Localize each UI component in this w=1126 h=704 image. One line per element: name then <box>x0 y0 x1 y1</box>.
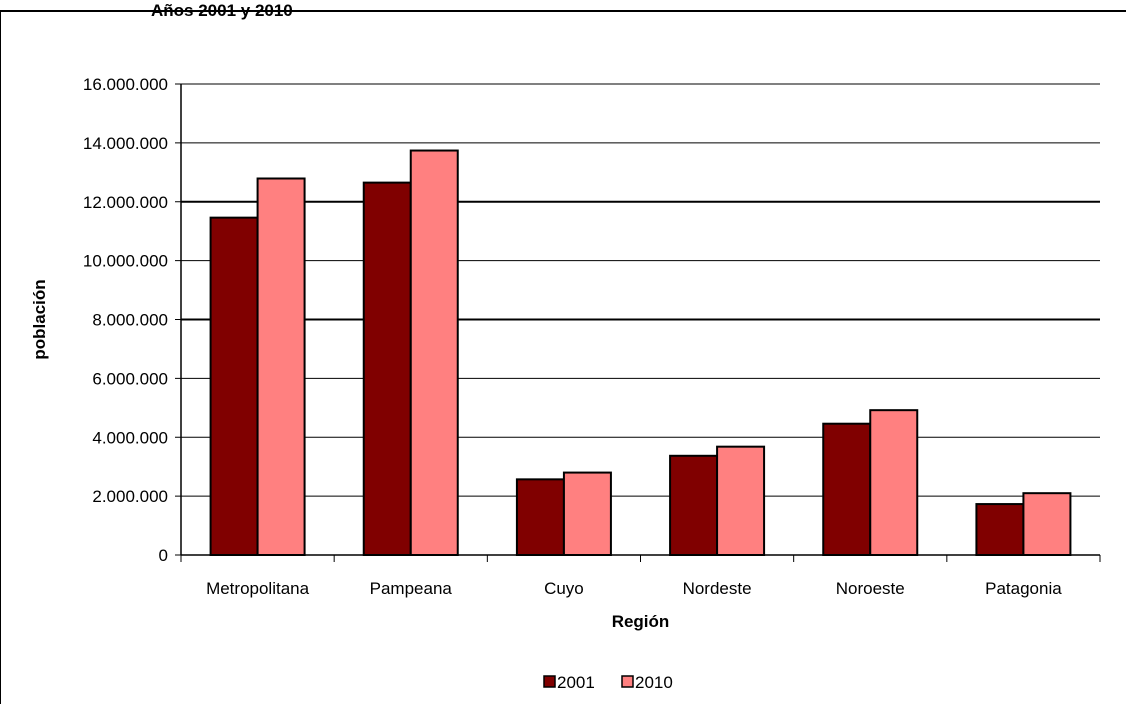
legend-swatch-2010 <box>621 675 634 688</box>
y-axis-title: población <box>30 279 49 359</box>
x-category-label: Metropolitana <box>206 579 310 598</box>
legend-label-2010: 2010 <box>635 673 673 692</box>
y-tick-label: 14.000.000 <box>83 134 168 153</box>
y-tick-label: 6.000.000 <box>92 369 168 388</box>
axes <box>180 84 1100 556</box>
x-category-label: Pampeana <box>370 579 453 598</box>
bar-2001-patagonia <box>975 503 1025 556</box>
bar-2001-noroeste <box>822 422 872 556</box>
bar-2010-cuyo <box>562 471 612 557</box>
bars <box>209 149 1072 557</box>
y-tick-label: 12.000.000 <box>83 193 168 212</box>
bar-2010-pampeana <box>409 149 459 556</box>
legend-swatch-2001 <box>543 675 556 688</box>
bar-2001-pampeana <box>362 181 412 556</box>
bar-2001-cuyo <box>515 478 565 556</box>
y-tick-label: 8.000.000 <box>92 311 168 330</box>
y-tick-label: 0 <box>159 546 168 565</box>
chart-title: Años 2001 y 2010 <box>151 1 293 20</box>
legend: 2001 2010 <box>543 673 673 692</box>
bar-2001-metropolitana <box>209 216 259 557</box>
x-category-label: Nordeste <box>683 579 752 598</box>
bar-2010-noroeste <box>869 409 919 557</box>
x-axis-title: Región <box>612 612 670 631</box>
bar-2001-nordeste <box>669 454 719 556</box>
y-tick-labels: 0 2.000.000 4.000.000 6.000.000 8.000.000 10.… <box>83 75 168 565</box>
grid-lines <box>175 83 1101 562</box>
y-tick-label: 4.000.000 <box>92 428 168 447</box>
x-category-label: Noroeste <box>836 579 905 598</box>
y-tick-label: 16.000.000 <box>83 75 168 94</box>
bar-2010-patagonia <box>1022 492 1072 556</box>
bar-2010-nordeste <box>716 445 766 557</box>
x-category-label: Patagonia <box>985 579 1062 598</box>
bar-2010-metropolitana <box>256 177 306 556</box>
legend-label-2001: 2001 <box>557 673 595 692</box>
y-tick-label: 10.000.000 <box>83 252 168 271</box>
x-category-labels: Metropolitana Pampeana Cuyo Nordeste Noroest… <box>206 579 1062 598</box>
y-tick-label: 2.000.000 <box>92 487 168 506</box>
x-category-label: Cuyo <box>544 579 584 598</box>
